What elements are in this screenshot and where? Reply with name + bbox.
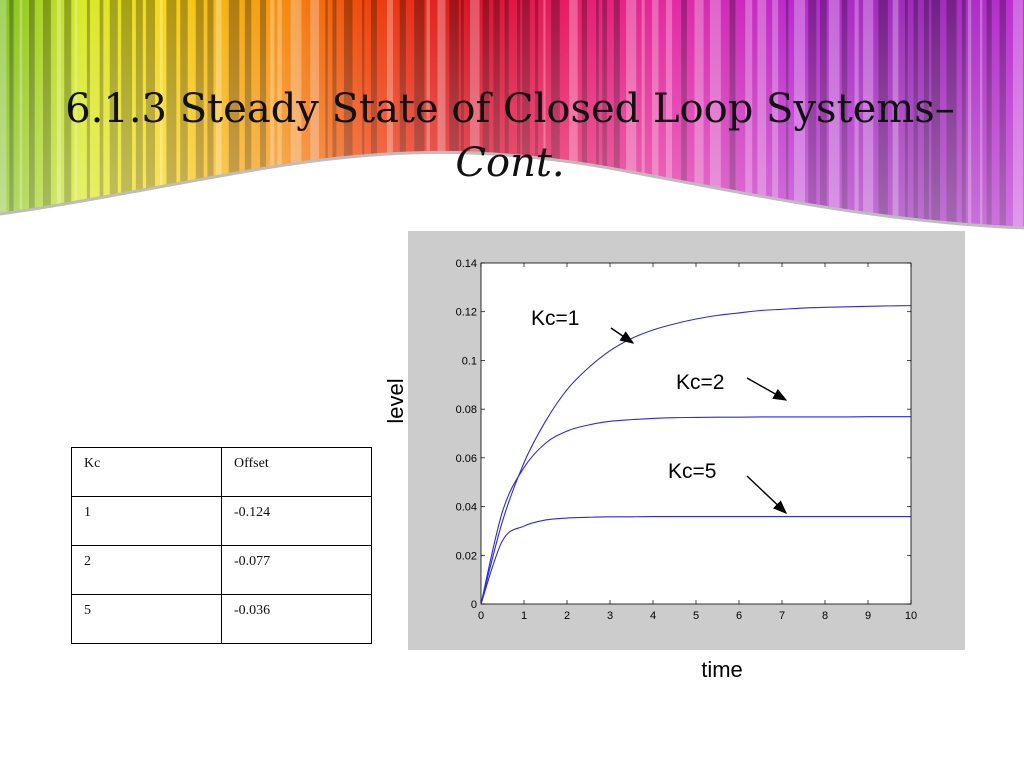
x-axis-label: time [701,657,743,682]
x-tick-label: 10 [905,610,917,622]
y-tick-label: 0.06 [456,453,477,465]
table-cell: 1 [71,496,222,546]
slide-title-line1: 6.1.3 Steady State of Closed Loop System… [65,86,955,132]
x-tick-label: 2 [564,610,570,622]
slide-title: 6.1.3 Steady State of Closed Loop System… [60,82,960,190]
annotation-kc5: Kc=5 [668,460,717,483]
plot-area [480,262,912,605]
slide-title-line2: Cont. [455,140,565,186]
table-row: 5 -0.036 [71,594,372,644]
table-header-cell: Kc [71,447,222,497]
x-tick-label: 3 [607,610,613,622]
arrow-kc5 [746,475,788,514]
x-tick-label: 9 [865,610,871,622]
y-tick-label: 0.04 [456,502,477,514]
table-cell: -0.036 [221,594,372,644]
x-tick-label: 0 [478,610,484,622]
table-row: 1 -0.124 [71,496,372,546]
offset-table: Kc Offset 1 -0.124 2 -0.077 5 -0.036 [71,447,372,644]
arrow-kc1 [610,327,635,344]
table-row: 2 -0.077 [71,545,372,595]
y-tick-label: 0.14 [456,258,477,270]
table-cell: 5 [71,594,222,644]
rainbow-banner [0,0,1024,230]
y-tick-label: 0 [471,599,477,611]
table-cell: -0.077 [221,545,372,595]
table-header-row: Kc Offset [71,447,372,497]
x-tick-label: 8 [822,610,828,622]
y-tick-label: 0.1 [462,355,477,367]
x-tick-label: 1 [521,610,527,622]
annotation-kc1: Kc=1 [531,307,580,330]
series-line-kc1 [480,305,912,605]
series-line-kc2 [480,416,911,605]
series-line-kc5 [480,515,911,605]
table-cell: -0.124 [221,496,372,546]
table-header-cell: Offset [221,447,372,497]
x-tick-label: 5 [693,610,699,622]
y-tick-label: 0.08 [456,404,477,416]
x-tick-label: 4 [650,610,656,622]
annotation-kc2: Kc=2 [676,371,725,394]
y-tick-label: 0.02 [456,550,477,562]
arrow-kc2 [746,377,788,401]
line-chart: 0 1 2 3 4 5 6 7 8 9 10 0 0.02 0.04 0.06 0.08 0.1 0.12 0.14 [456,258,918,622]
chart-panel: 0 1 2 3 4 5 6 7 8 9 10 0 0.02 0.04 0.06 0.08 0.1 0.12 0.14 [408,231,965,650]
x-tick-label: 7 [779,610,785,622]
y-tick-label: 0.12 [456,307,477,319]
x-tick-label: 6 [736,610,742,622]
